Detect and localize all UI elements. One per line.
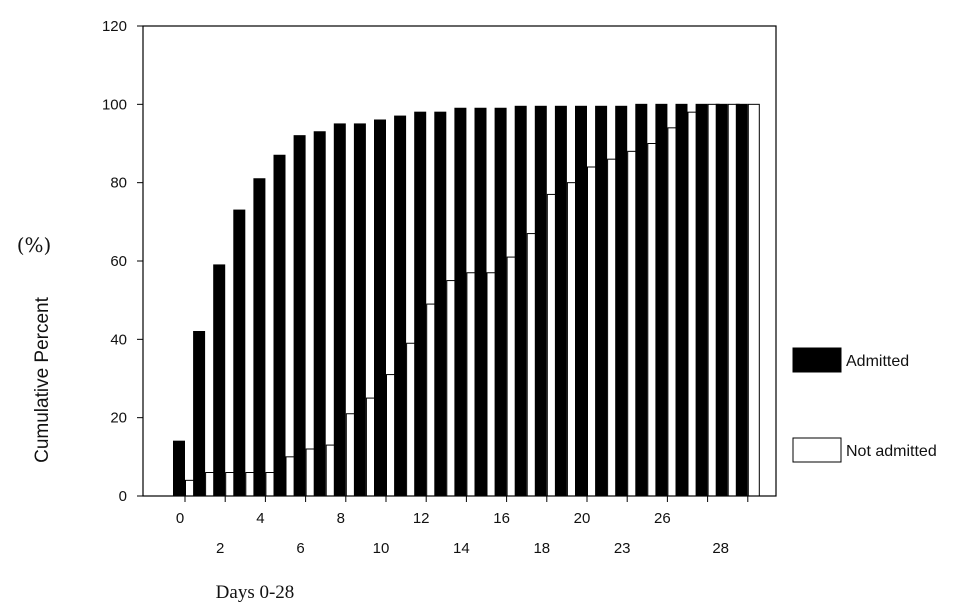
bar-admitted-day-15 (474, 107, 487, 497)
bars-group (173, 103, 760, 497)
x-axis-label: Days 0-28 (216, 582, 295, 603)
bar-admitted-day-20 (575, 105, 587, 497)
x-tick-label: 0 (176, 510, 184, 527)
x-tick-label: 18 (533, 540, 550, 557)
x-tick-label: 10 (373, 540, 390, 557)
bar-admitted-day-11 (394, 115, 407, 497)
bar-admitted-day-0 (173, 440, 185, 497)
legend-swatch-not-admitted (792, 437, 842, 463)
x-tick-label: 28 (712, 540, 729, 557)
x-tick-label: 2 (216, 540, 224, 557)
y-axis-label: Cumulative Percent (32, 296, 53, 463)
y-tick-label: 0 (119, 488, 127, 505)
y-tick-label: 40 (110, 331, 127, 348)
x-tick-label: 16 (493, 510, 510, 527)
bar-admitted-day-18 (534, 105, 547, 497)
bar-admitted-day-13 (434, 111, 447, 497)
bar-admitted-day-6 (293, 135, 306, 497)
bar-admitted-day-24 (655, 103, 668, 497)
x-axis: 0 4 8 12 16 20 262 6 10 14 18 23 28 (176, 496, 749, 557)
x-tick-label: 23 (614, 540, 631, 557)
bar-not-admitted-day-28 (747, 103, 760, 497)
bar-admitted-day-16 (494, 107, 507, 497)
bar-admitted-day-23 (635, 103, 648, 497)
y-tick-label: 20 (110, 410, 127, 427)
y-tick-label: 100 (102, 96, 127, 113)
legend-swatch-admitted (792, 347, 842, 373)
y-tick-label: 60 (110, 253, 127, 270)
bar-admitted-day-28 (735, 103, 748, 497)
x-tick-label: 8 (337, 510, 345, 527)
bar-admitted-day-19 (554, 105, 567, 497)
legend-label-admitted: Admitted (846, 353, 909, 370)
bar-admitted-day-22 (615, 105, 628, 497)
bar-admitted-day-17 (514, 105, 527, 497)
bar-admitted-day-21 (595, 105, 608, 497)
x-tick-label: 26 (654, 510, 671, 527)
x-tick-label: 6 (296, 540, 304, 557)
x-tick-label: 20 (574, 510, 591, 527)
y-axis-unit: (%) (17, 233, 52, 257)
bar-admitted-day-26 (695, 103, 708, 497)
bar-admitted-day-3 (233, 209, 246, 497)
bar-admitted-day-14 (454, 107, 467, 497)
legend-label-not-admitted: Not admitted (846, 443, 937, 460)
x-tick-label: 14 (453, 540, 470, 557)
legend: Admitted Not admitted (792, 347, 937, 463)
y-axis: 0 20 40 60 80 100 120 (102, 18, 143, 505)
bar-admitted-day-2 (213, 264, 226, 497)
bar-admitted-day-10 (374, 119, 386, 497)
bar-admitted-day-5 (273, 154, 286, 497)
bar-admitted-day-9 (353, 123, 366, 497)
bar-admitted-day-27 (715, 103, 728, 497)
bar-admitted-day-8 (333, 123, 346, 497)
x-tick-label: 12 (413, 510, 430, 527)
bar-admitted-day-25 (675, 103, 688, 497)
y-tick-label: 80 (110, 175, 127, 192)
bar-admitted-day-12 (414, 111, 427, 497)
bar-admitted-day-4 (253, 178, 266, 497)
x-tick-label: 4 (256, 510, 264, 527)
bar-admitted-day-7 (313, 131, 326, 497)
bar-admitted-day-1 (193, 331, 206, 497)
y-tick-label: 120 (102, 18, 127, 35)
